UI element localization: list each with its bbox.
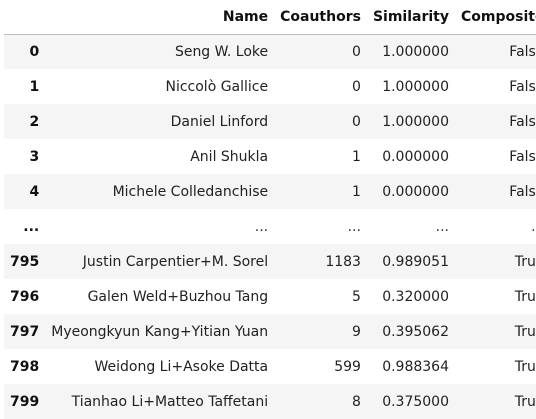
table-row: 797 Myeongkyun Kang+Yitian Yuan 9 0.3950… [4,314,536,349]
table-row: 4 Michele Colledanchise 1 0.000000 False [4,174,536,209]
dataframe-table: Name Coauthors Similarity Composite 0 Se… [4,0,536,419]
name-cell: Tianhao Li+Matteo Taffetani [71,393,269,410]
name-cell: ... [254,218,269,235]
similarity-cell: 1.000000 [382,113,449,130]
name-column-header: Name [45,0,275,35]
similarity-cell: 0.395062 [382,323,449,340]
similarity-cell: 0.989051 [382,253,449,270]
coauthors-cell: ... [347,218,361,235]
coauthors-cell: 599 [334,358,361,375]
similarity-cell: ... [435,218,449,235]
name-cell: Galen Weld+Buzhou Tang [87,288,269,305]
composite-column-header: Composite [455,0,536,35]
header-row: Name Coauthors Similarity Composite [4,0,536,35]
similarity-cell: 1.000000 [382,78,449,95]
table-row: 798 Weidong Li+Asoke Datta 599 0.988364 … [4,349,536,384]
coauthors-cell: 5 [352,288,361,305]
row-index: 796 [10,288,40,305]
name-cell: Anil Shukla [190,148,269,165]
row-index: 797 [10,323,40,340]
coauthors-cell: 1183 [325,253,361,270]
name-cell: Seng W. Loke [174,43,269,60]
composite-cell: True [514,393,536,410]
similarity-cell: 0.375000 [382,393,449,410]
ellipsis-row: ... ... ... ... ... [4,209,536,244]
coauthors-cell: 0 [352,78,361,95]
similarity-cell: 0.988364 [382,358,449,375]
table-row: 795 Justin Carpentier+M. Sorel 1183 0.98… [4,244,536,279]
table-row: 2 Daniel Linford 0 1.000000 False [4,104,536,139]
table-body: 0 Seng W. Loke 0 1.000000 False 1 Niccol… [4,34,536,419]
name-cell: Myeongkyun Kang+Yitian Yuan [51,323,269,340]
coauthors-cell: 8 [352,393,361,410]
table-row: 0 Seng W. Loke 0 1.000000 False [4,34,536,69]
coauthors-cell: 9 [352,323,361,340]
composite-cell: False [509,183,536,200]
composite-cell: False [509,148,536,165]
name-cell: Weidong Li+Asoke Datta [94,358,269,375]
composite-cell: ... [531,218,536,235]
row-index: 799 [10,393,40,410]
table-header: Name Coauthors Similarity Composite [4,0,536,35]
composite-cell: True [514,323,536,340]
row-index: 795 [10,253,40,270]
coauthors-cell: 1 [352,183,361,200]
coauthors-cell: 0 [352,43,361,60]
similarity-cell: 0.000000 [382,183,449,200]
name-cell: Justin Carpentier+M. Sorel [82,253,269,270]
coauthors-column-header: Coauthors [274,0,367,35]
coauthors-cell: 1 [352,148,361,165]
composite-cell: False [509,113,536,130]
row-index: 4 [29,183,40,200]
table-row: 1 Niccolò Gallice 0 1.000000 False [4,69,536,104]
table-row: 796 Galen Weld+Buzhou Tang 5 0.320000 Tr… [4,279,536,314]
row-index: 2 [29,113,40,130]
name-cell: Niccolò Gallice [165,78,269,95]
composite-cell: True [514,253,536,270]
table-row: 799 Tianhao Li+Matteo Taffetani 8 0.3750… [4,384,536,419]
row-index: 3 [29,148,40,165]
row-index: 1 [29,78,40,95]
name-cell: Michele Colledanchise [112,183,269,200]
composite-cell: True [514,288,536,305]
similarity-column-header: Similarity [366,0,455,35]
composite-cell: False [509,78,536,95]
similarity-cell: 0.320000 [382,288,449,305]
similarity-cell: 0.000000 [382,148,449,165]
composite-cell: True [514,358,536,375]
row-index: 798 [10,358,40,375]
row-index: ... [23,218,40,235]
row-index: 0 [29,43,40,60]
composite-cell: False [509,43,536,60]
index-column-header [4,0,46,35]
name-cell: Daniel Linford [170,113,269,130]
coauthors-cell: 0 [352,113,361,130]
similarity-cell: 1.000000 [382,43,449,60]
table-row: 3 Anil Shukla 1 0.000000 False [4,139,536,174]
